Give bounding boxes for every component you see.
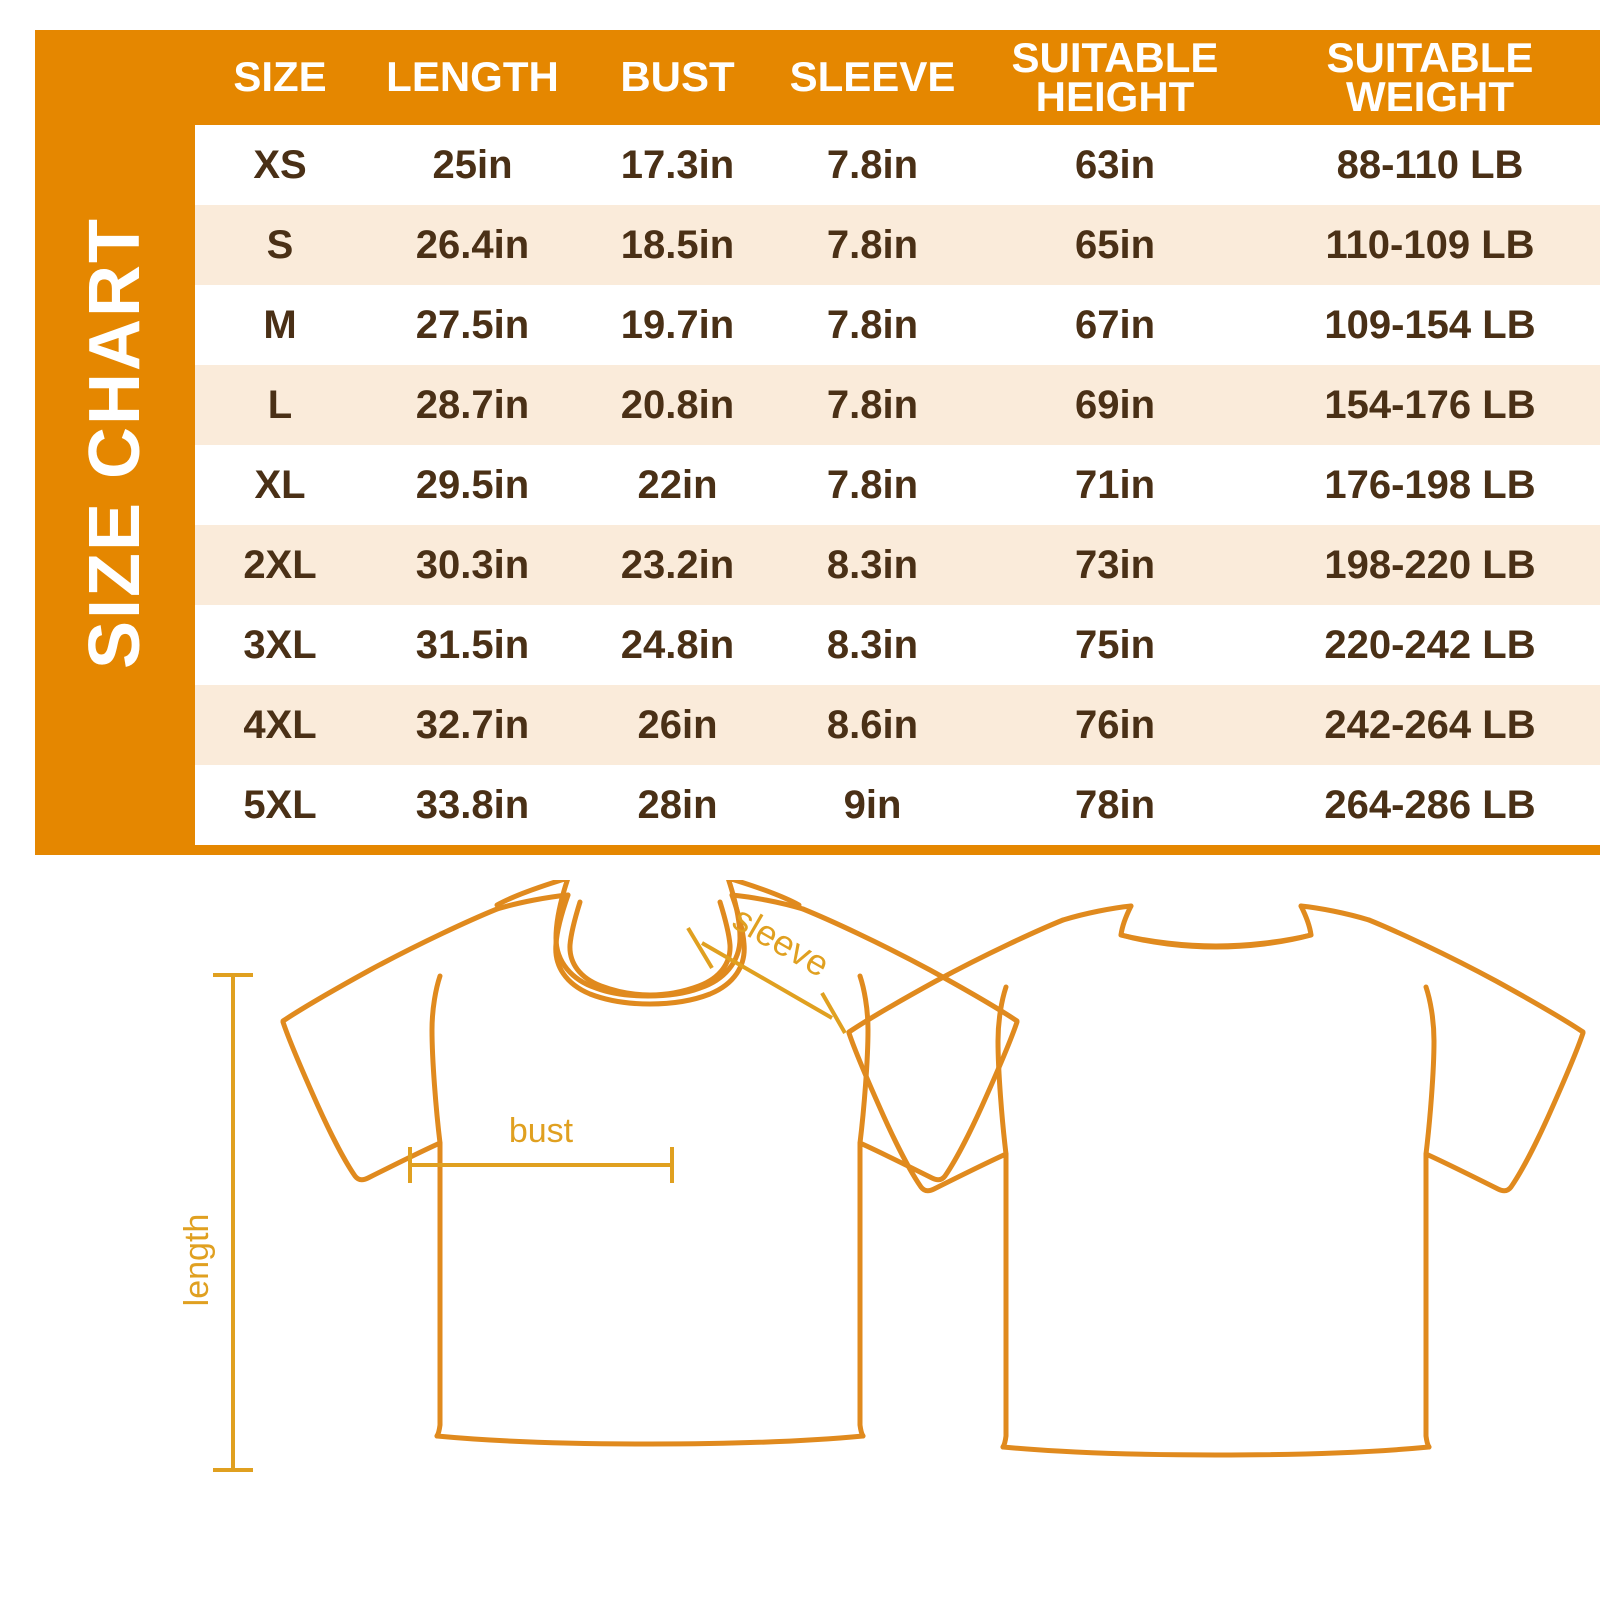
cell-bust: 26in — [580, 685, 775, 765]
cell-length: 26.4in — [365, 205, 580, 285]
sleeve-dimension-line — [686, 926, 847, 1034]
table-row: 5XL 33.8in 28in 9in 78in 264-286 LB — [195, 765, 1600, 845]
cell-size: L — [195, 365, 365, 445]
size-table-sheet: XS 25in 17.3in 7.8in 63in 88-110 LB S 26.4in 18.… — [195, 125, 1600, 845]
cell-bust: 28in — [580, 765, 775, 845]
table-header-row: SIZE LENGTH BUST SLEEVE SUITABLE HEIGHT … — [195, 30, 1600, 125]
cell-length: 28.7in — [365, 365, 580, 445]
sleeve-label: sleeve — [726, 897, 837, 985]
table-row: M 27.5in 19.7in 7.8in 67in 109-154 LB — [195, 285, 1600, 365]
column-header-sleeve: SLEEVE — [775, 30, 970, 125]
column-header-suitable-weight-label: SUITABLE WEIGHT — [1326, 33, 1534, 120]
column-header-suitable-height-label: SUITABLE HEIGHT — [1011, 33, 1219, 120]
column-header-length-label: LENGTH — [386, 53, 559, 101]
cell-suitable-height: 71in — [970, 445, 1260, 525]
cell-suitable-weight: 220-242 LB — [1260, 605, 1600, 685]
length-label: length — [178, 1214, 216, 1307]
tshirt-back — [846, 903, 1586, 1458]
cell-suitable-weight: 110-109 LB — [1260, 205, 1600, 285]
cell-suitable-height: 76in — [970, 685, 1260, 765]
cell-sleeve: 7.8in — [775, 445, 970, 525]
tshirt-diagram-svg: length bust sleeve — [178, 880, 1586, 1472]
cell-bust: 17.3in — [580, 125, 775, 205]
cell-suitable-weight: 109-154 LB — [1260, 285, 1600, 365]
cell-size: 3XL — [195, 605, 365, 685]
cell-sleeve: 8.6in — [775, 685, 970, 765]
cell-suitable-weight: 198-220 LB — [1260, 525, 1600, 605]
column-header-size-label: SIZE — [233, 53, 327, 101]
table-row: 3XL 31.5in 24.8in 8.3in 75in 220-242 LB — [195, 605, 1600, 685]
cell-suitable-weight: 242-264 LB — [1260, 685, 1600, 765]
cell-bust: 19.7in — [580, 285, 775, 365]
cell-size: 5XL — [195, 765, 365, 845]
table-row: L 28.7in 20.8in 7.8in 69in 154-176 LB — [195, 365, 1600, 445]
length-dimension-line — [213, 973, 253, 1472]
cell-size: XL — [195, 445, 365, 525]
cell-suitable-height: 69in — [970, 365, 1260, 445]
column-header-sleeve-label: SLEEVE — [789, 53, 956, 101]
cell-sleeve: 9in — [775, 765, 970, 845]
column-header-suitable-height: SUITABLE HEIGHT — [970, 30, 1260, 125]
cell-suitable-height: 75in — [970, 605, 1260, 685]
cell-suitable-weight: 176-198 LB — [1260, 445, 1600, 525]
cell-sleeve: 8.3in — [775, 525, 970, 605]
cell-size: M — [195, 285, 365, 365]
cell-length: 33.8in — [365, 765, 580, 845]
cell-size: 4XL — [195, 685, 365, 765]
tshirt-front — [280, 892, 1020, 1447]
cell-bust: 20.8in — [580, 365, 775, 445]
size-chart-block: SIZE CHART SIZE LENGTH BUST SLEEVE SUITA… — [35, 30, 1600, 855]
cell-length: 27.5in — [365, 285, 580, 365]
table-row: 2XL 30.3in 23.2in 8.3in 73in 198-220 LB — [195, 525, 1600, 605]
cell-sleeve: 7.8in — [775, 365, 970, 445]
cell-suitable-height: 63in — [970, 125, 1260, 205]
cell-bust: 18.5in — [580, 205, 775, 285]
size-chart-title-text: SIZE CHART — [75, 216, 155, 669]
cell-size: XS — [195, 125, 365, 205]
cell-bust: 22in — [580, 445, 775, 525]
cell-length: 25in — [365, 125, 580, 205]
column-header-length: LENGTH — [365, 30, 580, 125]
column-header-bust-label: BUST — [620, 53, 735, 101]
cell-suitable-weight: 88-110 LB — [1260, 125, 1600, 205]
cell-length: 32.7in — [365, 685, 580, 765]
cell-length: 31.5in — [365, 605, 580, 685]
column-header-size: SIZE — [195, 30, 365, 125]
tshirt-diagram-block: length bust sleeve — [0, 880, 1600, 1580]
table-row: XL 29.5in 22in 7.8in 71in 176-198 LB — [195, 445, 1600, 525]
cell-suitable-height: 73in — [970, 525, 1260, 605]
cell-suitable-height: 67in — [970, 285, 1260, 365]
cell-bust: 24.8in — [580, 605, 775, 685]
table-row: S 26.4in 18.5in 7.8in 65in 110-109 LB — [195, 205, 1600, 285]
cell-suitable-weight: 264-286 LB — [1260, 765, 1600, 845]
cell-sleeve: 7.8in — [775, 125, 970, 205]
cell-bust: 23.2in — [580, 525, 775, 605]
cell-sleeve: 8.3in — [775, 605, 970, 685]
column-header-bust: BUST — [580, 30, 775, 125]
bust-label: bust — [509, 1112, 574, 1150]
cell-sleeve: 7.8in — [775, 285, 970, 365]
bust-dimension-line — [408, 1147, 674, 1183]
size-table-body: XS 25in 17.3in 7.8in 63in 88-110 LB S 26.4in 18.… — [195, 125, 1600, 845]
cell-suitable-weight: 154-176 LB — [1260, 365, 1600, 445]
cell-size: S — [195, 205, 365, 285]
cell-length: 30.3in — [365, 525, 580, 605]
size-chart-vertical-title: SIZE CHART — [35, 30, 195, 855]
cell-suitable-height: 78in — [970, 765, 1260, 845]
size-table: XS 25in 17.3in 7.8in 63in 88-110 LB S 26.4in 18.… — [195, 125, 1600, 845]
cell-length: 29.5in — [365, 445, 580, 525]
cell-size: 2XL — [195, 525, 365, 605]
table-row: XS 25in 17.3in 7.8in 63in 88-110 LB — [195, 125, 1600, 205]
cell-suitable-height: 65in — [970, 205, 1260, 285]
table-row: 4XL 32.7in 26in 8.6in 76in 242-264 LB — [195, 685, 1600, 765]
cell-sleeve: 7.8in — [775, 205, 970, 285]
column-header-suitable-weight: SUITABLE WEIGHT — [1260, 30, 1600, 125]
